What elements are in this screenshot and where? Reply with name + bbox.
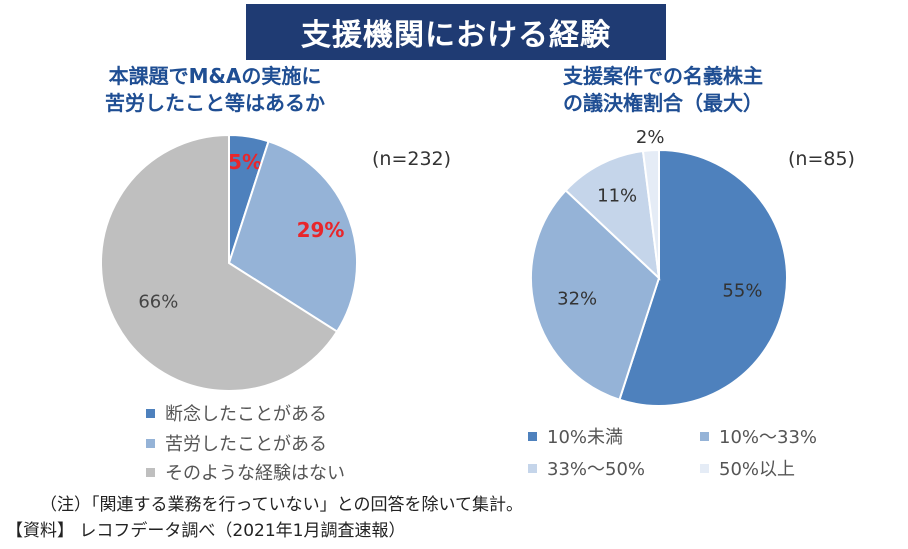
left-legend-label-3: そのような経験はない: [165, 463, 345, 484]
source-note: 【資料】 レコフデータ調べ（2021年1月調査速報）: [6, 521, 406, 541]
pie1-label-3: 66%: [138, 291, 178, 312]
left-chart-title-line1: 本課題でM&Aの実施に: [108, 64, 322, 88]
right-legend-item-3: 33%～50%: [528, 455, 645, 481]
right-chart-title-line2: の議決権割合（最大）: [563, 91, 763, 115]
right-legend-label-1: 10%未満: [547, 427, 624, 448]
pie1-slice-3: [100, 133, 339, 392]
left-legend-label-2: 苦労したことがある: [165, 434, 327, 455]
left-legend-label-1: 断念したことがある: [165, 404, 327, 425]
right-legend-swatch-2: [700, 431, 709, 441]
right-legend-item-1: 10%未満: [528, 423, 623, 449]
right-legend-label-2: 10%～33%: [719, 427, 818, 448]
left-legend-item-3: そのような経験はない: [146, 459, 345, 485]
left-legend-swatch-2: [146, 438, 155, 448]
pie2-label-4: 2%: [636, 127, 665, 148]
left-legend-swatch-1: [146, 408, 155, 418]
right-legend-item-2: 10%～33%: [700, 423, 817, 449]
left-legend-swatch-3: [146, 467, 155, 477]
pie1-slice-2: [227, 140, 358, 333]
pie2-slice-1: [618, 148, 788, 407]
pie1-label-1: 5%: [228, 150, 262, 174]
left-sample-size: (n=232): [372, 148, 452, 170]
right-legend-swatch-3: [528, 463, 537, 473]
left-chart-title-line2: 苦労したこと等はあるか: [105, 91, 325, 115]
pie2-label-1: 55%: [722, 281, 762, 302]
pie2-label-2: 32%: [557, 289, 597, 310]
left-legend-item-2: 苦労したことがある: [146, 430, 327, 456]
left-legend-item-1: 断念したことがある: [146, 400, 327, 426]
left-chart-title: 本課題でM&Aの実施に 苦労したこと等はあるか: [100, 63, 330, 117]
banner-title: 支援機関における経験: [246, 4, 666, 60]
right-legend-swatch-1: [528, 431, 537, 441]
pie2-slice-4: [641, 148, 660, 279]
pie2-label-3: 11%: [597, 185, 637, 206]
right-chart-title-line1: 支援案件での名義株主: [563, 64, 763, 88]
footnote: （注）「関連する業務を行っていない」との回答を除いて集計。: [40, 495, 523, 515]
right-legend-swatch-4: [700, 463, 709, 473]
right-legend-label-3: 33%～50%: [547, 459, 646, 480]
pie1-label-2: 29%: [297, 218, 345, 242]
right-legend-item-4: 50%以上: [700, 455, 795, 481]
pie2-slice-3: [564, 149, 661, 281]
pie2-slice-2: [530, 188, 661, 401]
right-chart-title: 支援案件での名義株主 の議決権割合（最大）: [548, 63, 778, 117]
right-legend-label-4: 50%以上: [719, 459, 796, 480]
right-sample-size: (n=85): [788, 148, 855, 170]
